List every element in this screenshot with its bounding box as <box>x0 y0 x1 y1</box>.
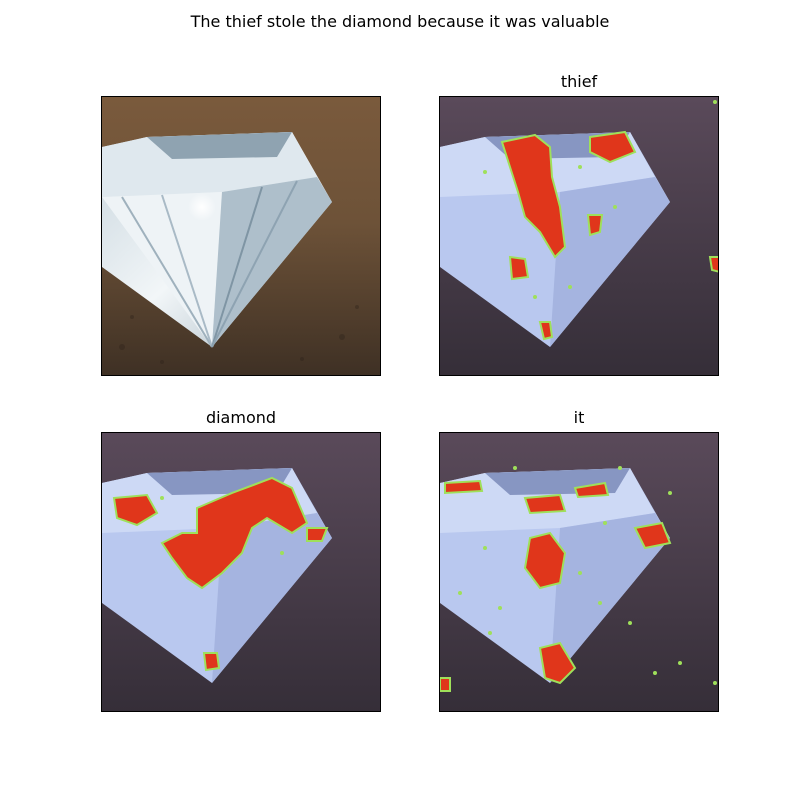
heatmap-it <box>440 433 718 711</box>
panel-title-diamond: diamond <box>205 408 277 427</box>
panel-original-image <box>101 96 381 376</box>
panel-heatmap-diamond <box>101 432 381 712</box>
panel-title-thief: thief <box>560 72 598 91</box>
heatmap-diamond <box>102 433 380 711</box>
figure-title: The thief stole the diamond because it w… <box>190 12 610 31</box>
panel-heatmap-it <box>439 432 719 712</box>
panel-heatmap-thief <box>439 96 719 376</box>
diamond-photo <box>102 97 380 375</box>
heatmap-thief <box>440 97 718 375</box>
panel-title-it: it <box>573 408 585 427</box>
